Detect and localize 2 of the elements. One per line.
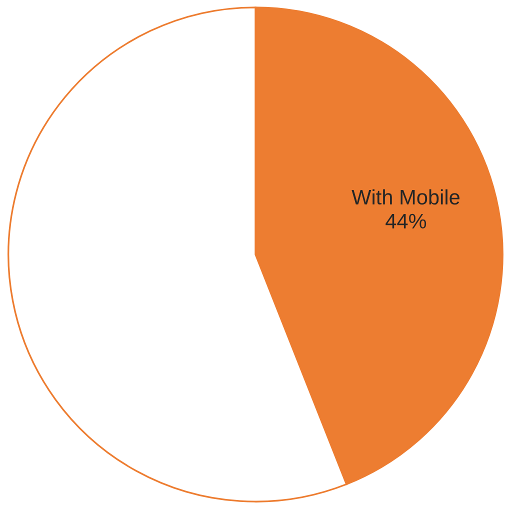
- data-label: 44%: [386, 214, 426, 228]
- slice-label: With Mobile: [352, 189, 460, 205]
